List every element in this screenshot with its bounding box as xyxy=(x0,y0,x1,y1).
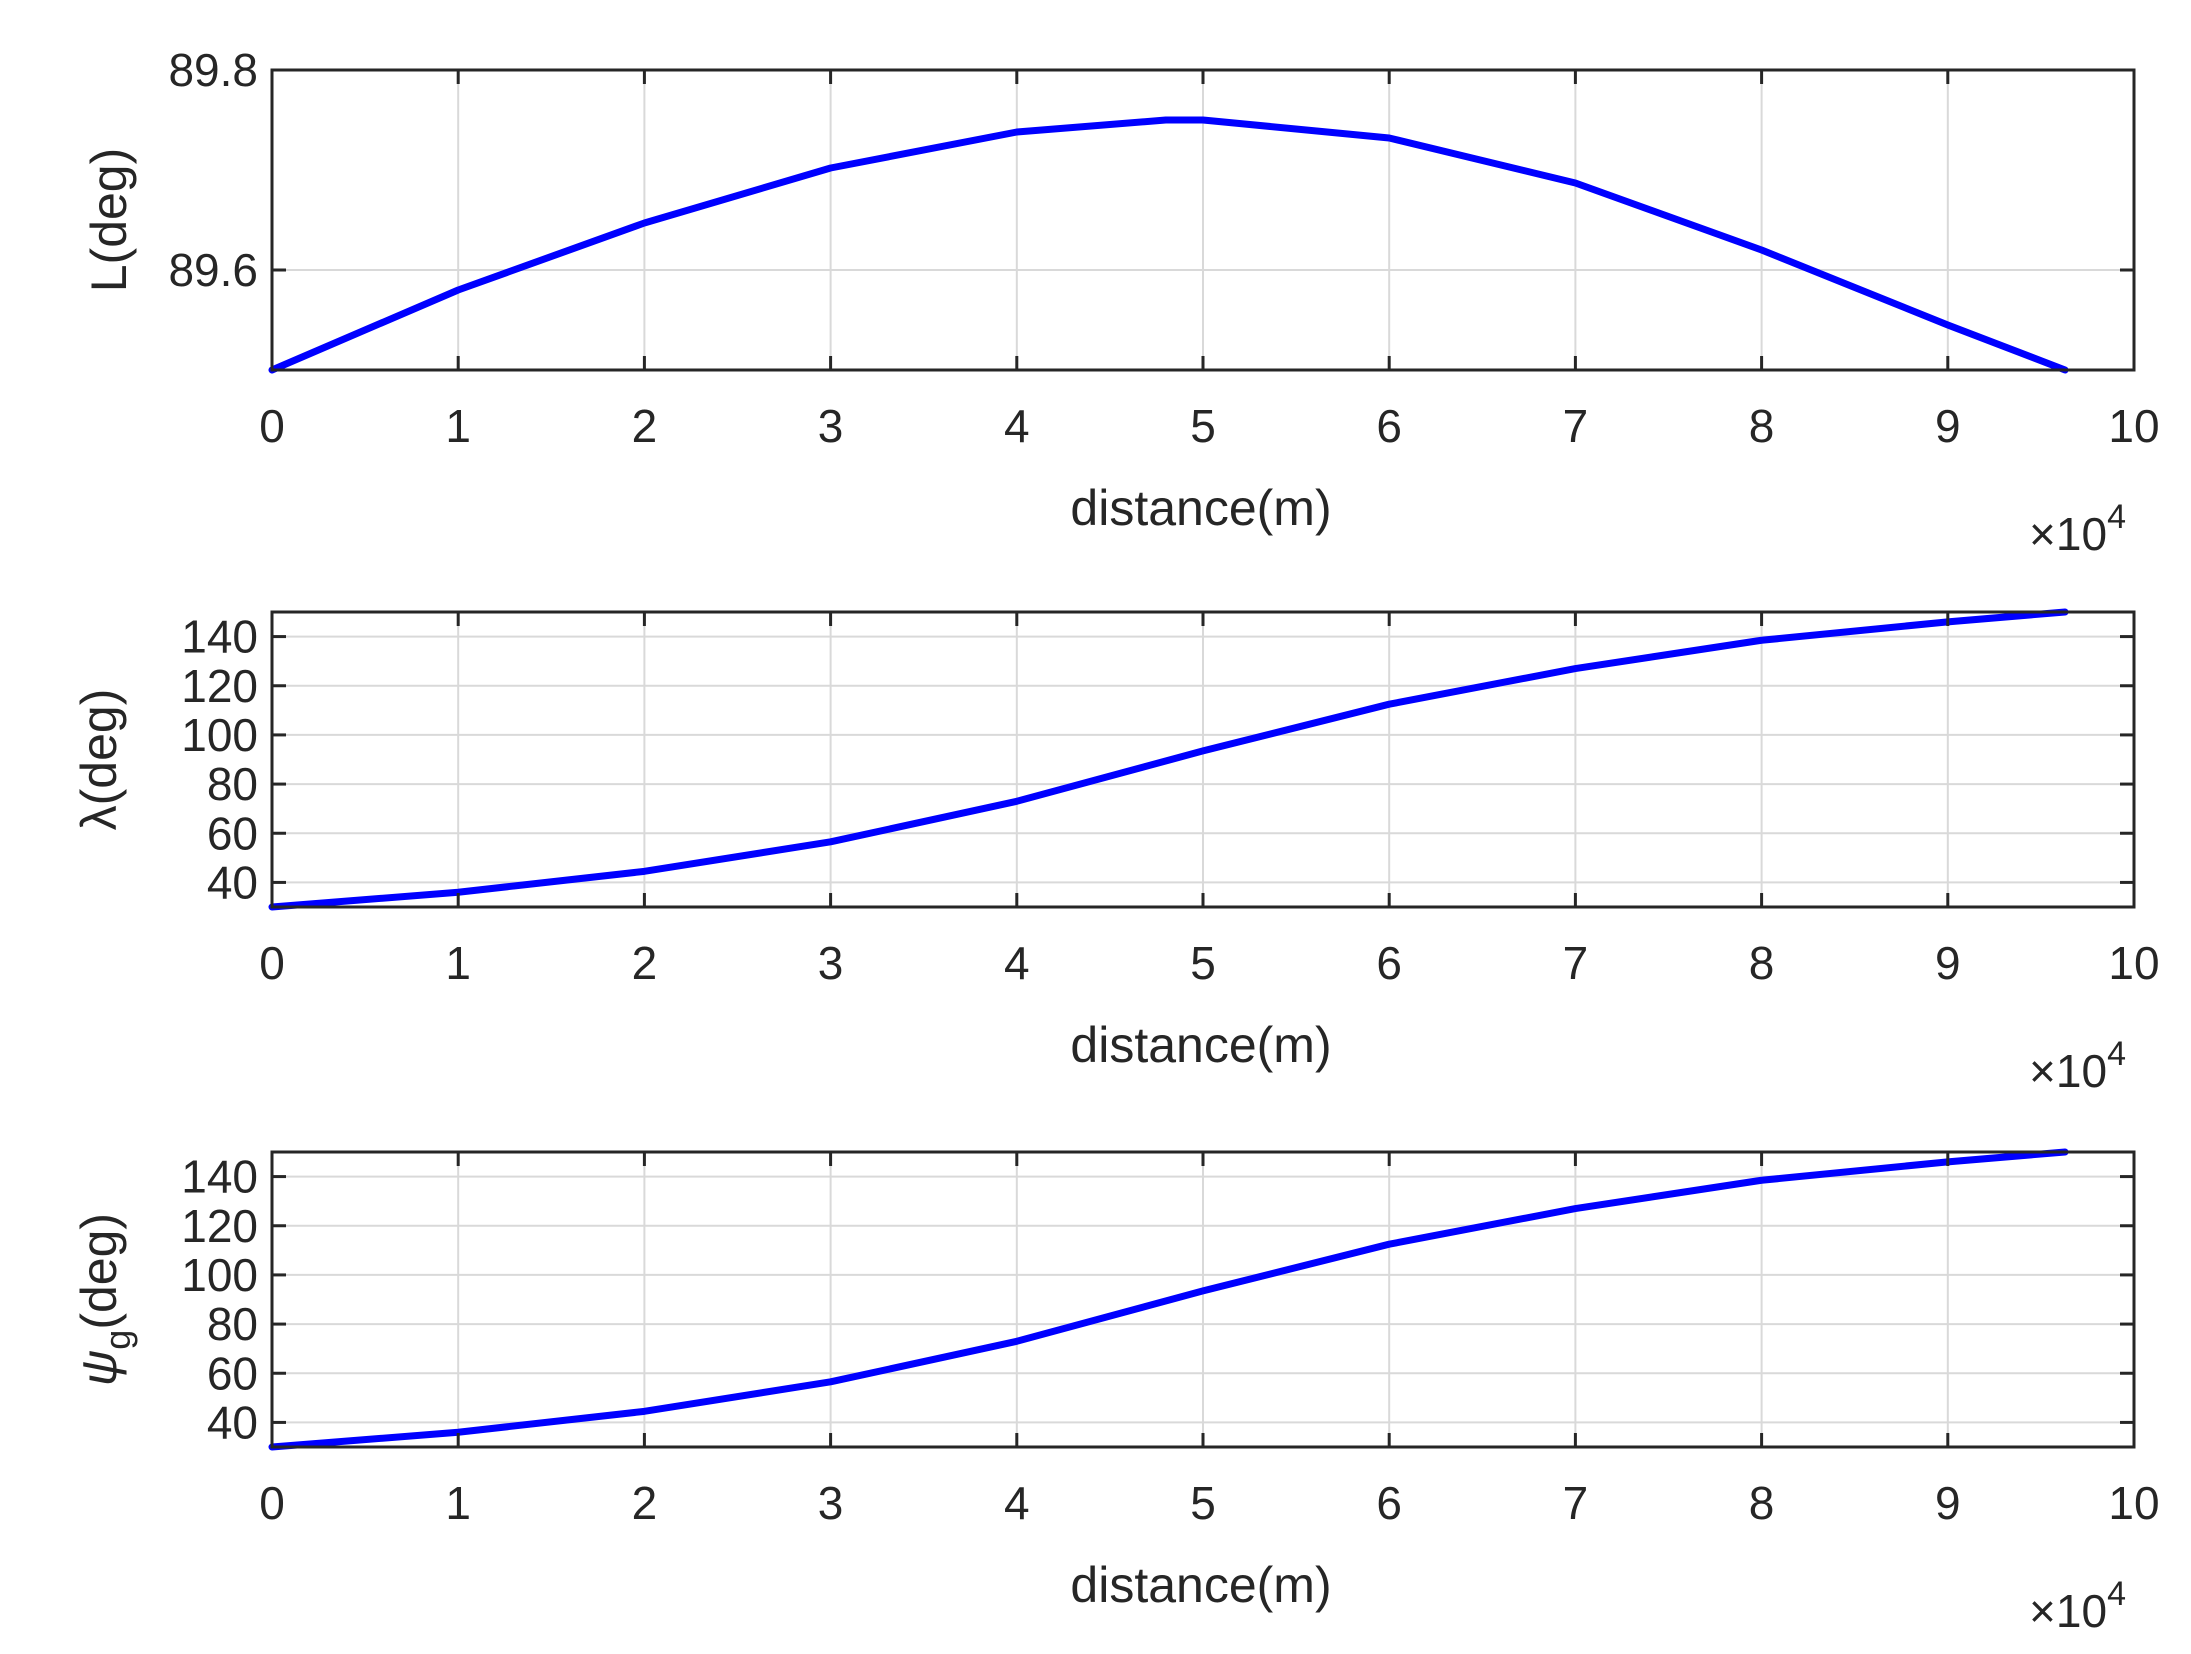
y-tick-label: 89.6 xyxy=(168,244,258,296)
series-line xyxy=(268,608,2069,911)
y-tick-label: 140 xyxy=(181,611,258,663)
x-tick-label: 6 xyxy=(1376,1477,1402,1529)
y-tick-label: 140 xyxy=(181,1151,258,1203)
y-tick-label: 40 xyxy=(207,1396,258,1448)
x-axis-exponent: ×104 xyxy=(2029,1035,2126,1097)
y-tick-label: 120 xyxy=(181,660,258,712)
x-tick-label: 3 xyxy=(818,1477,844,1529)
x-axis-label: distance(m) xyxy=(1070,1557,1331,1613)
x-tick-label: 4 xyxy=(1004,400,1030,452)
x-tick-label: 9 xyxy=(1935,937,1961,989)
x-tick-label: 7 xyxy=(1563,400,1589,452)
x-tick-label: 8 xyxy=(1749,937,1775,989)
x-tick-label: 5 xyxy=(1190,400,1216,452)
y-axis-label: ψg(deg) xyxy=(71,1213,138,1386)
y-tick-label: 100 xyxy=(181,1249,258,1301)
y-tick-label: 80 xyxy=(207,1298,258,1350)
y-axis-label: L(deg) xyxy=(81,148,137,293)
x-tick-label: 10 xyxy=(2108,1477,2159,1529)
y-tick-label: 60 xyxy=(207,1347,258,1399)
x-tick-label: 10 xyxy=(2108,937,2159,989)
x-tick-label: 9 xyxy=(1935,1477,1961,1529)
x-tick-label: 8 xyxy=(1749,400,1775,452)
x-tick-label: 0 xyxy=(259,1477,285,1529)
x-tick-label: 2 xyxy=(632,937,658,989)
x-tick-label: 6 xyxy=(1376,937,1402,989)
x-axis-exponent: ×104 xyxy=(2029,498,2126,560)
x-tick-label: 1 xyxy=(445,1477,471,1529)
x-axis-label: distance(m) xyxy=(1070,480,1331,536)
x-tick-label: 3 xyxy=(818,937,844,989)
x-tick-label: 7 xyxy=(1563,1477,1589,1529)
x-tick-label: 5 xyxy=(1190,1477,1216,1529)
x-tick-label: 4 xyxy=(1004,937,1030,989)
x-tick-label: 3 xyxy=(818,400,844,452)
x-tick-label: 5 xyxy=(1190,937,1216,989)
x-axis-label: distance(m) xyxy=(1070,1017,1331,1073)
y-tick-label: 80 xyxy=(207,758,258,810)
x-tick-label: 10 xyxy=(2108,400,2159,452)
x-tick-label: 1 xyxy=(445,937,471,989)
series-line xyxy=(268,1148,2069,1451)
x-axis-exponent: ×104 xyxy=(2029,1575,2126,1637)
y-tick-label: 100 xyxy=(181,709,258,761)
x-tick-label: 9 xyxy=(1935,400,1961,452)
x-tick-label: 7 xyxy=(1563,937,1589,989)
x-tick-label: 8 xyxy=(1749,1477,1775,1529)
y-tick-label: 89.8 xyxy=(168,44,258,96)
x-tick-label: 1 xyxy=(445,400,471,452)
y-tick-label: 60 xyxy=(207,807,258,859)
x-tick-label: 4 xyxy=(1004,1477,1030,1529)
x-tick-label: 2 xyxy=(632,400,658,452)
series-line xyxy=(268,116,2069,374)
x-tick-label: 0 xyxy=(259,400,285,452)
x-tick-label: 0 xyxy=(259,937,285,989)
subplot-1: 0 1 2 3 4 5 6 7 8 9 10 89.6 89.8 distance(m) ×104 L(deg… xyxy=(81,44,2160,560)
y-axis-label: λ(deg) xyxy=(71,689,127,831)
x-tick-label: 6 xyxy=(1376,400,1402,452)
y-tick-label: 40 xyxy=(207,856,258,908)
y-tick-label: 120 xyxy=(181,1200,258,1252)
x-tick-label: 2 xyxy=(632,1477,658,1529)
